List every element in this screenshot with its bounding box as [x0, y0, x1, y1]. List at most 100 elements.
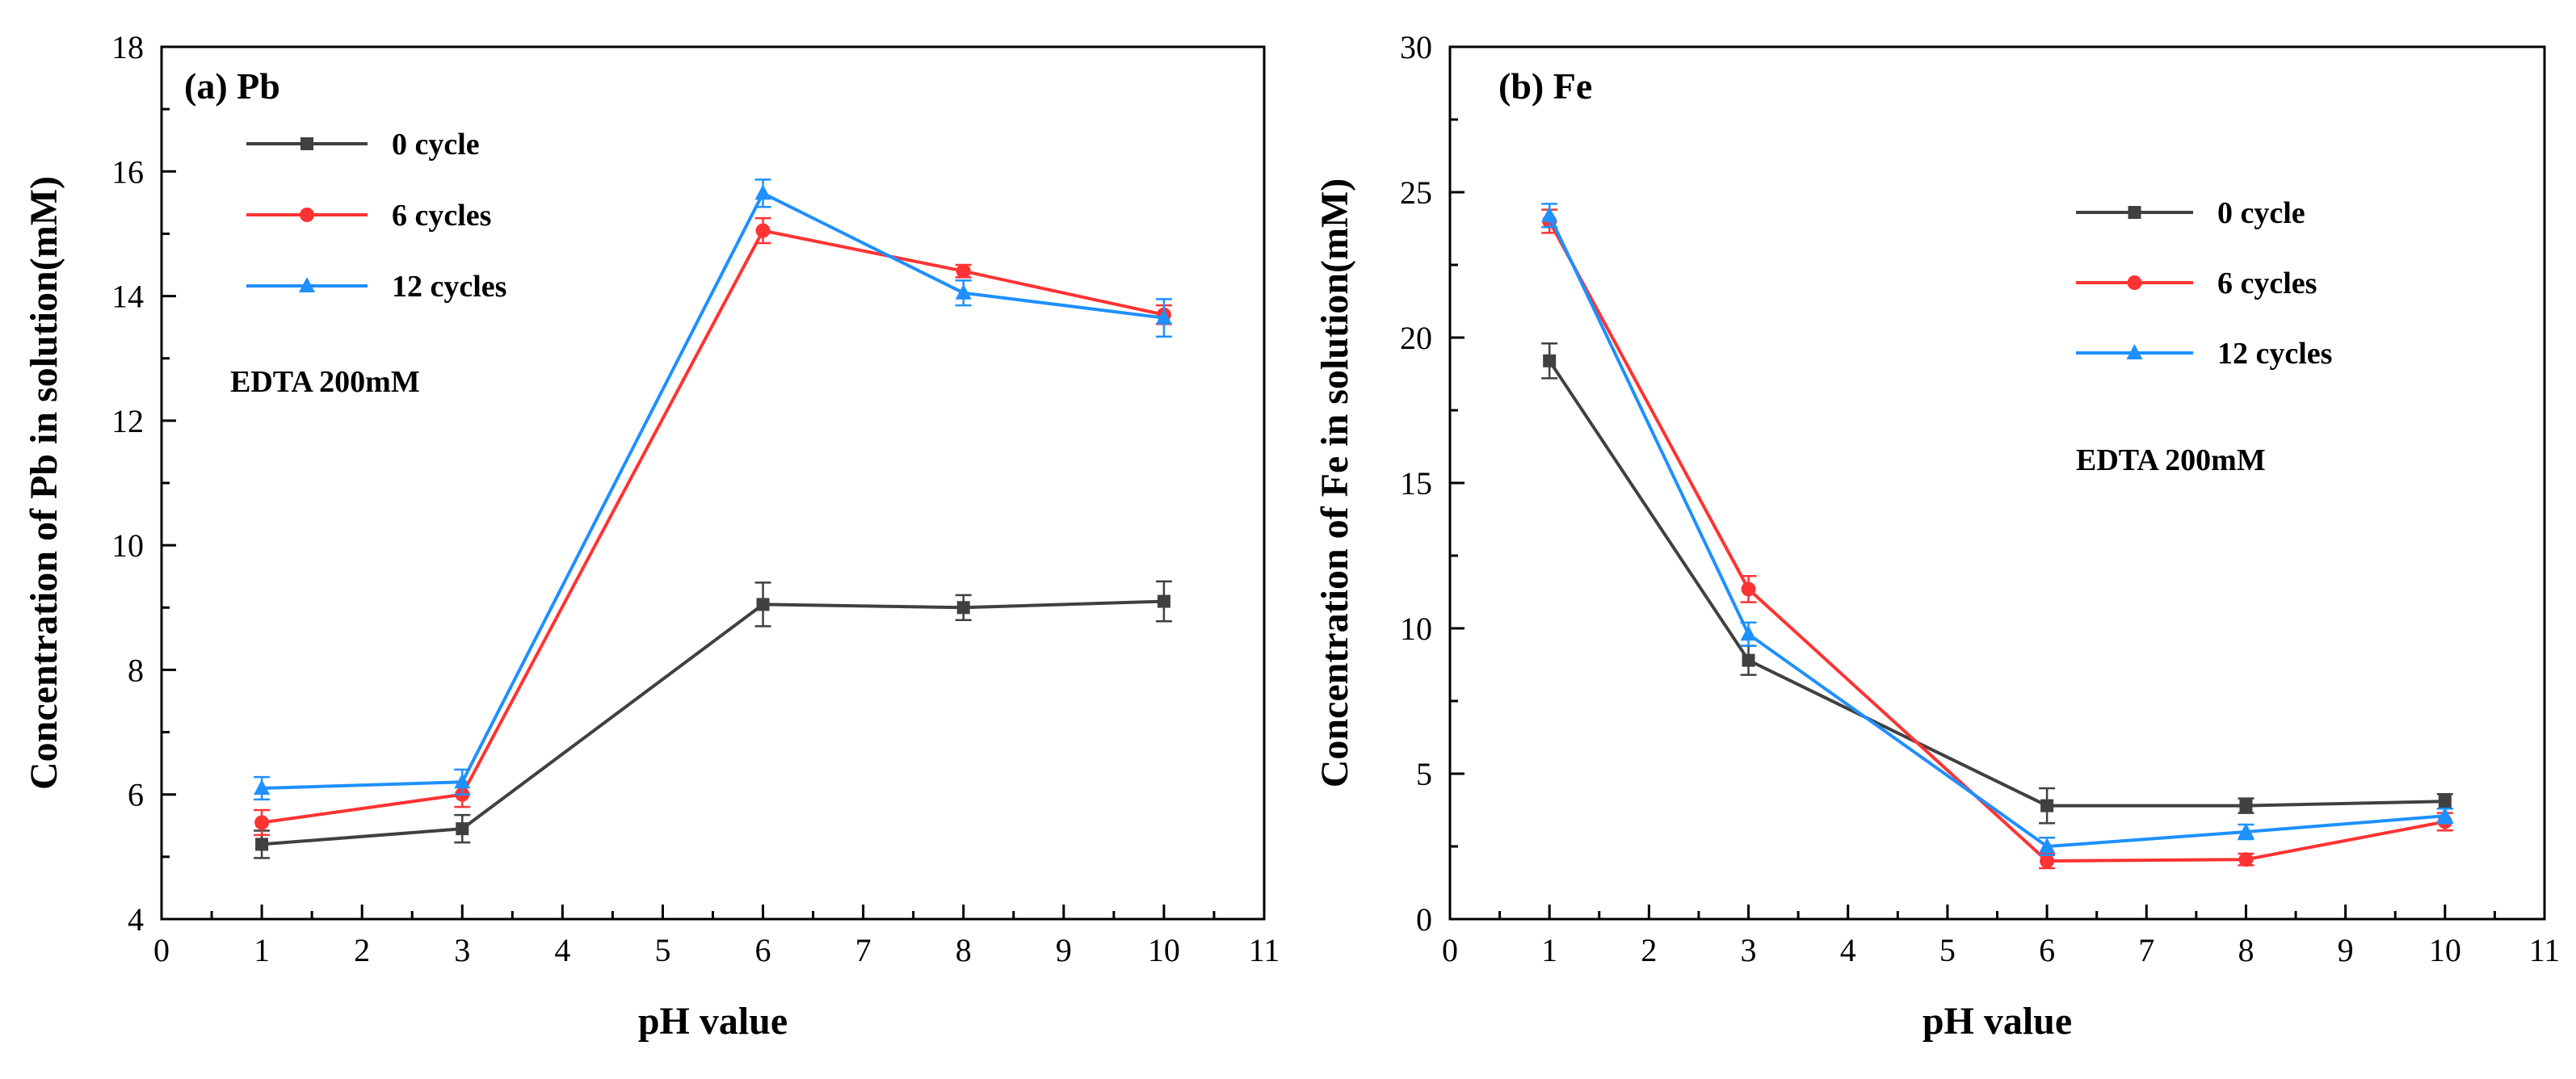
x-tick-label: 7 — [2138, 932, 2154, 968]
y-tick-label: 10 — [111, 527, 144, 564]
legend-label: 0 cycle — [392, 128, 480, 162]
y-tick-label: 0 — [1416, 901, 1432, 938]
data-point — [755, 223, 771, 238]
series-12-cycles — [1541, 203, 2453, 857]
y-tick-label: 5 — [1416, 756, 1432, 792]
plot-frame — [160, 45, 1266, 921]
series-line — [1548, 220, 2446, 863]
x-tick-label: 3 — [1741, 932, 1757, 968]
y-tick-label: 8 — [128, 652, 144, 688]
y-tick-label: 14 — [111, 279, 144, 315]
data-point — [956, 263, 971, 279]
legend-label: 0 cycle — [2217, 196, 2305, 230]
data-point — [1543, 354, 1557, 367]
series-line — [261, 229, 1165, 825]
x-tick-label: 5 — [1939, 932, 1956, 968]
annotation-edta: EDTA 200mM — [230, 365, 420, 399]
x-tick-label: 10 — [1148, 932, 1180, 968]
series-line — [1548, 359, 2445, 808]
y-tick-label: 10 — [1400, 611, 1432, 647]
data-point — [2438, 795, 2452, 808]
plot-frame — [1448, 45, 2546, 921]
data-point — [1541, 206, 1558, 222]
data-point — [454, 773, 471, 789]
legend-marker — [2127, 275, 2142, 290]
data-point — [2040, 799, 2054, 812]
y-tick-label: 16 — [111, 153, 144, 190]
series-6-cycles — [1541, 208, 2453, 870]
panel-title: (b) Fe — [1498, 65, 1592, 107]
y-tick-label: 20 — [1400, 320, 1432, 356]
legend-label: 12 cycles — [392, 270, 506, 304]
data-point — [1740, 625, 1757, 641]
x-tick-label: 2 — [1641, 932, 1657, 968]
x-axis-title: pH value — [638, 1000, 788, 1043]
series-0-cycle — [1541, 342, 2453, 825]
y-tick-label: 30 — [1400, 29, 1432, 65]
series-12-cycles — [254, 178, 1172, 801]
series-6-cycles — [254, 216, 1172, 837]
data-point — [1742, 653, 1755, 667]
x-tick-label: 2 — [354, 932, 370, 968]
y-tick-label: 25 — [1400, 174, 1432, 211]
legend: 0 cycle 6 cycles 12 cycles — [246, 128, 506, 304]
x-tick-label: 0 — [153, 932, 170, 968]
series-line — [261, 599, 1164, 846]
y-tick-label: 18 — [111, 29, 144, 65]
data-point — [1741, 581, 1756, 597]
legend-marker — [300, 208, 314, 222]
x-tick-label: 10 — [2429, 932, 2461, 968]
x-tick-label: 4 — [1840, 932, 1856, 968]
data-point — [1157, 594, 1170, 608]
legend-marker — [2126, 344, 2143, 359]
x-tick-label: 1 — [1541, 932, 1557, 968]
panel-title: (a) Pb — [184, 65, 280, 107]
x-tick-label: 8 — [956, 932, 972, 968]
series-line — [1548, 214, 2445, 849]
legend-marker — [2128, 206, 2141, 219]
annotation-edta: EDTA 200mM — [2076, 443, 2266, 477]
x-tick-label: 1 — [254, 932, 270, 968]
data-point — [754, 184, 771, 200]
legend-label: 6 cycles — [2217, 267, 2317, 300]
data-point — [2040, 854, 2055, 868]
x-tick-label: 6 — [755, 932, 771, 968]
chart-fe: 0 1 2 3 4 5 6 7 8 9 10 11 0 5 10 15 20 25 30 pH value Concen… — [1313, 29, 2560, 1043]
x-tick-label: 9 — [1056, 932, 1072, 968]
y-tick-label: 12 — [111, 403, 144, 439]
x-axis-title: pH value — [1923, 1000, 2072, 1043]
data-point — [456, 822, 469, 836]
data-point — [255, 838, 269, 851]
data-point — [956, 601, 970, 615]
x-tick-label: 8 — [2238, 932, 2254, 968]
data-point — [955, 283, 972, 300]
data-point — [1155, 309, 1172, 325]
series-0-cycle — [254, 580, 1172, 859]
x-tick-label: 11 — [1249, 932, 1280, 968]
data-point — [2239, 799, 2253, 812]
data-point — [2238, 823, 2255, 838]
x-tick-label: 0 — [1442, 932, 1458, 968]
data-point — [254, 779, 271, 795]
data-point — [756, 598, 770, 611]
x-tick-label: 3 — [454, 932, 470, 968]
data-point — [2039, 838, 2056, 853]
y-axis-title: Concentration of Fe in solution(mM) — [1313, 178, 1356, 788]
x-tick-label: 4 — [554, 932, 570, 968]
legend-label: 12 cycles — [2217, 337, 2332, 371]
legend: 0 cycle 6 cycles 12 cycles — [2076, 196, 2332, 371]
x-tick-label: 5 — [654, 932, 670, 968]
y-tick-label: 15 — [1400, 465, 1432, 502]
x-tick-label: 11 — [2529, 932, 2561, 968]
x-tick-label: 9 — [2338, 932, 2354, 968]
y-axis-title: Concentration of Pb in solution(mM) — [23, 176, 65, 790]
data-point — [2436, 807, 2453, 823]
data-point — [254, 815, 270, 830]
legend-label: 6 cycles — [392, 199, 491, 233]
y-tick-label: 4 — [128, 901, 144, 938]
legend-marker — [300, 137, 313, 150]
y-tick-label: 6 — [128, 777, 144, 813]
x-tick-label: 6 — [2039, 932, 2055, 968]
